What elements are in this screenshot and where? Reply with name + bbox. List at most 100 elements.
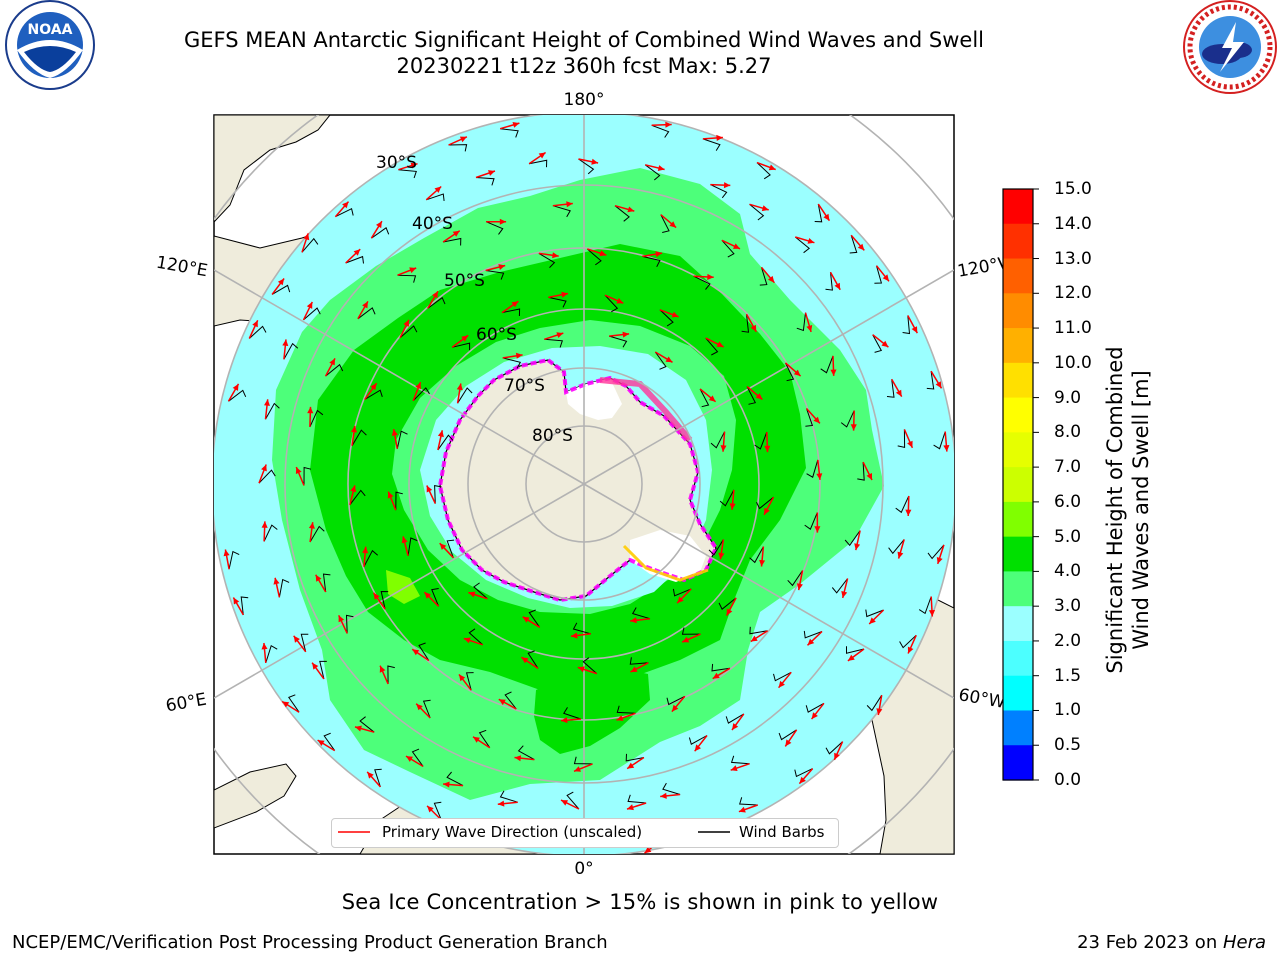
wind-barb xyxy=(759,267,768,286)
wind-barb xyxy=(426,193,445,201)
wind-barb xyxy=(699,388,710,408)
wind-barb xyxy=(431,588,440,607)
lon-label-60w: 60°W xyxy=(957,685,1007,713)
wave-arrow-head xyxy=(665,121,672,128)
wind-barb xyxy=(448,144,468,152)
wave-arrow-head xyxy=(895,389,902,397)
wave-arrow-head xyxy=(799,776,806,784)
wave-arrow-head xyxy=(415,382,421,390)
wave-arrow-head xyxy=(716,341,724,347)
wind-barb xyxy=(721,239,735,258)
wind-barb xyxy=(504,691,517,710)
wind-barb xyxy=(888,539,905,555)
wave-arrow-head xyxy=(730,765,738,771)
colorbar-swatch xyxy=(1003,223,1033,260)
wave-arrow-head xyxy=(306,301,313,309)
wind-barb xyxy=(380,590,389,610)
wind-barb xyxy=(805,408,814,427)
wave-arrow-head xyxy=(373,592,380,600)
wave-arrow-head xyxy=(665,356,673,363)
wind-barb xyxy=(303,307,321,321)
wave-arrow-head xyxy=(627,804,634,811)
wave-arrow-head xyxy=(566,201,573,208)
wind-barb xyxy=(865,609,884,618)
colorbar-swatch xyxy=(1003,362,1033,399)
colorbar-swatch xyxy=(1003,640,1033,677)
colorbar-tick-label: 14.0 xyxy=(1054,213,1092,234)
wave-arrow-head xyxy=(905,509,912,516)
wind-barb xyxy=(427,296,446,309)
wind-barb xyxy=(465,672,474,691)
wave-arrow-head xyxy=(712,672,720,679)
wind-barb xyxy=(749,203,765,221)
wave-arrow-head xyxy=(561,291,568,298)
wind-barb xyxy=(614,205,630,222)
wave-arrow-head xyxy=(277,278,285,286)
wind-barb xyxy=(844,530,861,547)
noaa-logo: NOAA xyxy=(5,0,95,90)
wind-barb xyxy=(407,537,418,556)
lon-label-120e: 120°E xyxy=(155,253,209,282)
wind-barb xyxy=(796,312,806,332)
wind-barb xyxy=(840,410,855,428)
colorbar-tick-label: 2.0 xyxy=(1054,630,1082,651)
wind-barb xyxy=(411,748,424,767)
wave-arrow-head xyxy=(409,267,417,274)
wave-arrow-head xyxy=(514,755,522,762)
wind-barb xyxy=(739,797,758,806)
wave-arrow-head xyxy=(732,723,739,730)
wind-barb xyxy=(301,237,319,253)
wave-arrow-head xyxy=(671,311,679,318)
wind-barb xyxy=(725,713,745,724)
wave-arrow-head xyxy=(264,399,270,406)
wave-arrow-head xyxy=(682,636,690,643)
wind-barb xyxy=(926,371,935,390)
wave-arrow-head xyxy=(630,666,638,672)
wind-barb xyxy=(718,597,737,610)
wave-arrow-head xyxy=(936,557,943,564)
wind-barb xyxy=(502,357,522,369)
lon-label-180: 180° xyxy=(564,90,605,110)
wave-arrow-head xyxy=(443,781,450,788)
wave-arrow-head xyxy=(850,424,857,431)
wave-arrow-head xyxy=(561,800,568,806)
wave-arrow-head xyxy=(669,221,677,228)
colorbar-tick-label: 6.0 xyxy=(1054,491,1082,512)
wind-barb xyxy=(475,177,495,186)
wave-arrow-head xyxy=(768,275,775,283)
colorbar-tick-label: 13.0 xyxy=(1054,248,1092,269)
wind-barb xyxy=(434,484,442,504)
wave-arrow-head xyxy=(312,662,319,670)
wave-arrow-head xyxy=(816,473,823,480)
wind-barb xyxy=(443,237,462,246)
wind-barb xyxy=(710,184,728,199)
colorbar-frame xyxy=(1002,188,1034,781)
wind-barb xyxy=(309,525,325,543)
wind-barb xyxy=(629,657,649,665)
wave-arrow-head xyxy=(261,521,268,528)
wave-arrow-head xyxy=(622,331,630,338)
wave-arrow-head xyxy=(459,674,466,682)
wave-arrow-head xyxy=(416,703,423,711)
wave-arrow-head xyxy=(497,800,505,807)
sea-ice-yellow xyxy=(622,544,709,582)
wind-barb xyxy=(672,588,692,597)
wind-barb xyxy=(451,342,471,351)
wind-barb xyxy=(325,363,344,377)
colorbar-swatch xyxy=(1003,710,1033,746)
wind-barb xyxy=(785,362,795,382)
colorbar-tick-label: 10.0 xyxy=(1054,352,1092,373)
colorbar-swatch xyxy=(1003,675,1033,712)
map-content xyxy=(214,115,954,854)
colorbar-swatch xyxy=(1003,571,1033,607)
wind-barb xyxy=(357,307,376,320)
wind-barb xyxy=(778,729,797,741)
wave-arrow-head xyxy=(574,766,581,772)
colorbar-swatch xyxy=(1003,293,1033,329)
wind-barb xyxy=(422,699,431,719)
wind-barb xyxy=(387,665,395,685)
wave-arrow-head xyxy=(793,369,801,377)
wave-arrow-head xyxy=(813,416,820,424)
wind-barb xyxy=(693,275,711,290)
wind-barb xyxy=(660,214,670,233)
